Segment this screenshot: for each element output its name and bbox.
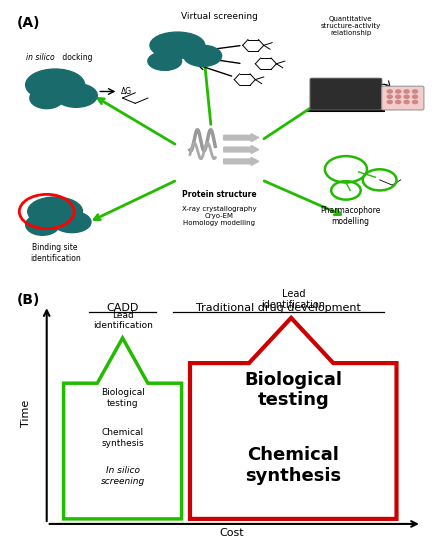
Text: Biological
testing: Biological testing [100,388,144,408]
Ellipse shape [183,45,221,67]
Ellipse shape [25,69,85,101]
Text: Quantitative
structure-activity
relationship: Quantitative structure-activity relation… [320,16,380,36]
Text: (B): (B) [17,293,40,307]
FancyArrow shape [223,157,258,166]
Text: in silico: in silico [25,53,54,62]
Ellipse shape [30,87,64,108]
Text: docking: docking [60,53,92,62]
Text: In silico
screening: In silico screening [100,466,145,486]
Text: Traditional drug development: Traditional drug development [196,303,360,313]
Text: Cost: Cost [219,528,244,538]
Ellipse shape [148,52,181,70]
Text: Chemical
synthesis: Chemical synthesis [245,446,340,485]
Circle shape [386,95,392,98]
Text: Binding site
identification: Binding site identification [30,243,81,262]
Circle shape [403,95,408,98]
Text: (A): (A) [17,16,41,30]
Text: ΔG: ΔG [120,87,131,96]
Text: Chemical
synthesis: Chemical synthesis [101,428,144,448]
Ellipse shape [53,212,91,233]
FancyArrow shape [223,146,258,153]
Circle shape [403,90,408,93]
Ellipse shape [25,214,59,235]
Ellipse shape [55,84,97,107]
FancyArrow shape [223,134,258,141]
Text: Lead
identification: Lead identification [92,311,152,331]
FancyBboxPatch shape [381,86,423,110]
Circle shape [386,90,392,93]
Text: Virtual screening: Virtual screening [180,12,258,21]
FancyBboxPatch shape [309,78,381,110]
Text: Protein structure: Protein structure [182,190,256,200]
Text: CADD: CADD [106,303,138,313]
Circle shape [412,101,417,103]
Circle shape [386,101,392,103]
Circle shape [395,101,400,103]
Circle shape [403,101,408,103]
Circle shape [395,90,400,93]
Circle shape [412,90,417,93]
Text: Lead
identification: Lead identification [261,289,325,310]
Ellipse shape [28,197,82,226]
Ellipse shape [150,32,204,58]
Circle shape [395,95,400,98]
Text: Biological
testing: Biological testing [244,371,342,409]
Circle shape [412,95,417,98]
Text: X-ray crystallography
Cryo-EM
Homology modelling: X-ray crystallography Cryo-EM Homology m… [182,206,256,226]
Text: Time: Time [21,400,31,427]
Text: Pharmacophore
modelling: Pharmacophore modelling [319,206,379,226]
